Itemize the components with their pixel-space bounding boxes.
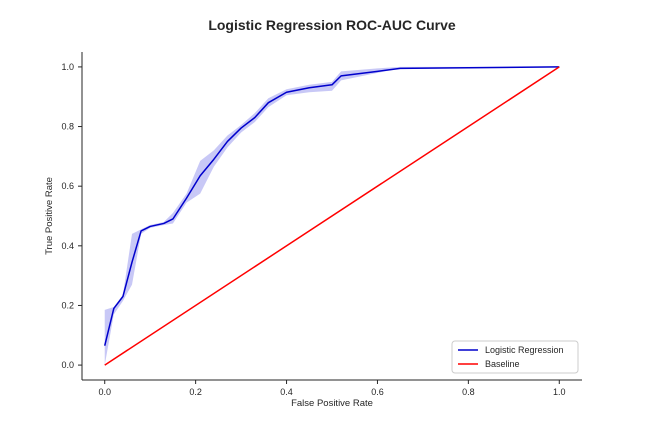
y-tick-label: 0.6 — [61, 181, 74, 191]
legend: Logistic Regression Baseline — [451, 340, 579, 374]
y-tick-label: 1.0 — [61, 62, 74, 72]
x-tick-label: 0.0 — [98, 387, 111, 397]
x-ticks: 0.0 0.2 0.4 0.6 0.8 1.0 — [98, 380, 566, 397]
y-axis-label: True Positive Rate — [44, 177, 55, 255]
logistic-regression-line — [103, 66, 560, 346]
legend-label: Baseline — [485, 359, 520, 369]
y-tick-label: 0.0 — [61, 360, 74, 370]
chart-title: Logistic Regression ROC-AUC Curve — [208, 17, 456, 33]
x-tick-label: 0.8 — [462, 387, 475, 397]
y-tick-label: 0.4 — [61, 241, 74, 251]
legend-box — [451, 340, 579, 374]
x-tick-label: 1.0 — [553, 387, 566, 397]
x-tick-label: 0.4 — [280, 387, 293, 397]
y-tick-label: 0.8 — [61, 122, 74, 132]
y-ticks: 0.0 0.2 0.4 0.6 0.8 1.0 — [61, 62, 82, 370]
baseline-line — [104, 66, 560, 366]
x-tick-label: 0.2 — [189, 387, 202, 397]
x-axis-label: False Positive Rate — [291, 398, 373, 409]
legend-label: Logistic Regression — [485, 345, 564, 355]
series-line-layer — [103, 66, 560, 366]
x-tick-label: 0.6 — [371, 387, 384, 397]
y-tick-label: 0.2 — [61, 300, 74, 310]
